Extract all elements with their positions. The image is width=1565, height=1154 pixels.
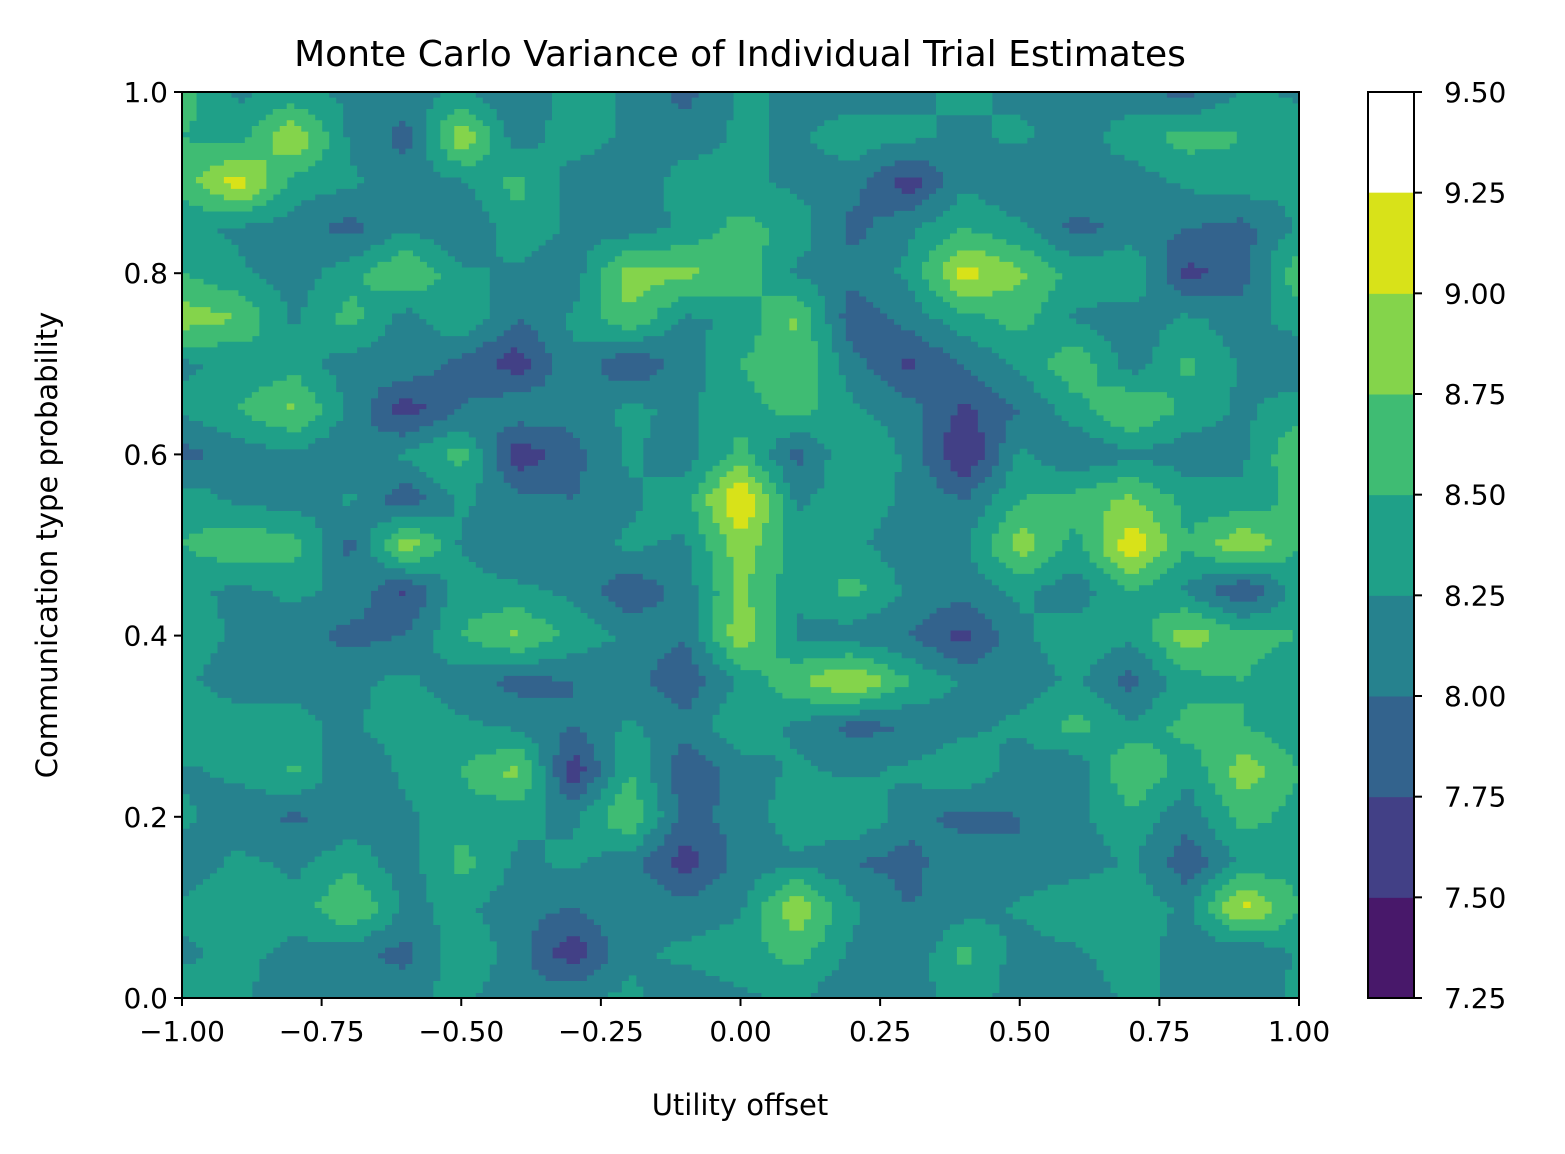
colorbar-segment: [1368, 897, 1414, 999]
colorbar-tick-label: 7.75: [1444, 781, 1506, 814]
colorbar-tick-label: 7.25: [1444, 982, 1506, 1015]
colorbar-segment: [1368, 293, 1414, 395]
colorbar-segment: [1368, 595, 1414, 697]
y-tick-label: 0.2: [123, 801, 168, 834]
x-tick-label: −1.00: [139, 1015, 225, 1048]
colorbar-tick-label: 8.75: [1444, 378, 1506, 411]
x-tick-label: 0.75: [1128, 1015, 1190, 1048]
colorbar-segment: [1368, 494, 1414, 596]
contour-band-5: [182, 92, 1300, 965]
y-tick-label: 0.0: [123, 982, 168, 1015]
plot-area: [181, 91, 1300, 999]
colorbar-tick-label: 9.00: [1444, 277, 1506, 310]
chart-title: Monte Carlo Variance of Individual Trial…: [294, 34, 1186, 75]
colorbar-tick-label: 8.50: [1444, 479, 1506, 512]
colorbar-segment: [1368, 696, 1414, 798]
y-tick-label: 0.8: [123, 257, 168, 290]
y-tick-label: 0.6: [123, 438, 168, 471]
colorbar-tick-label: 7.50: [1444, 881, 1506, 914]
x-tick-label: 0.50: [989, 1015, 1051, 1048]
x-tick-label: −0.50: [418, 1015, 504, 1048]
contour-band-6: [182, 120, 1272, 931]
colorbar-segment: [1368, 192, 1414, 294]
y-axis-label: Communication type probability: [30, 312, 64, 779]
x-tick-label: −0.75: [279, 1015, 365, 1048]
colorbar-segment: [1368, 796, 1414, 898]
y-axis: 0.0 0.2 0.4 0.6 0.8 1.0: [123, 76, 182, 1015]
colorbar-tick-label: 8.25: [1444, 579, 1506, 612]
x-tick-label: 1.00: [1268, 1015, 1330, 1048]
y-tick-label: 1.0: [123, 76, 168, 109]
y-tick-label: 0.4: [123, 620, 168, 653]
contour-band-3: [182, 92, 1300, 999]
colorbar: 7.25 7.50 7.75 8.00 8.25 8.50 8.75 9.00 9.25 9.50: [1367, 76, 1506, 1015]
colorbar-tick-label: 9.50: [1444, 76, 1506, 109]
colorbar-frame: [1367, 91, 1415, 999]
x-tick-label: 0.25: [849, 1015, 911, 1048]
x-axis: −1.00 −0.75 −0.50 −0.25 0.00 0.25 0.50 0.75 1.00: [139, 998, 1330, 1048]
x-tick-label: 0.00: [709, 1015, 771, 1048]
colorbar-segment: [1368, 394, 1414, 496]
colorbar-tick-label: 9.25: [1444, 177, 1506, 210]
colorbar-tick-label: 8.00: [1444, 680, 1506, 713]
x-axis-label: Utility offset: [652, 1088, 829, 1122]
x-tick-label: −0.25: [558, 1015, 644, 1048]
